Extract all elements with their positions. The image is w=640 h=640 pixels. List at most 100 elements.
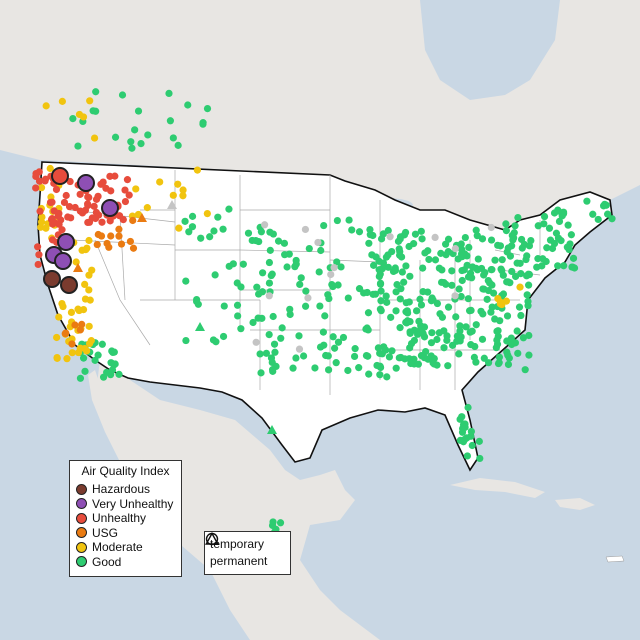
monitor-marker-good[interactable] bbox=[472, 226, 480, 234]
monitor-marker-good[interactable] bbox=[108, 366, 117, 374]
monitor-marker-usg[interactable] bbox=[105, 243, 113, 251]
monitor-marker-good[interactable] bbox=[474, 255, 482, 263]
temporary-monitor-marker[interactable] bbox=[54, 252, 72, 270]
monitor-marker-good[interactable] bbox=[249, 318, 257, 327]
monitor-marker-good[interactable] bbox=[199, 120, 207, 128]
temporary-monitor-marker[interactable] bbox=[43, 270, 61, 288]
monitor-marker-unhealthy[interactable] bbox=[83, 200, 92, 208]
monitor-marker-good[interactable] bbox=[267, 271, 275, 280]
monitor-marker-good[interactable] bbox=[479, 285, 487, 293]
monitor-marker-good[interactable] bbox=[599, 202, 608, 210]
monitor-marker-good[interactable] bbox=[376, 363, 385, 372]
monitor-marker-moderate[interactable] bbox=[76, 344, 84, 352]
monitor-marker-good[interactable] bbox=[365, 239, 373, 247]
monitor-marker-good[interactable] bbox=[422, 347, 430, 356]
monitor-marker-good[interactable] bbox=[181, 217, 189, 225]
monitor-marker-good[interactable] bbox=[364, 326, 372, 334]
monitor-marker-moderate[interactable] bbox=[193, 166, 202, 174]
monitor-marker-moderate[interactable] bbox=[86, 97, 94, 105]
monitor-marker-good[interactable] bbox=[472, 321, 480, 329]
monitor-marker-good[interactable] bbox=[502, 220, 510, 228]
monitor-marker-good[interactable] bbox=[554, 207, 562, 215]
monitor-marker-moderate[interactable] bbox=[174, 180, 182, 188]
monitor-marker-good[interactable] bbox=[131, 126, 139, 134]
monitor-marker-unhealthy[interactable] bbox=[94, 192, 102, 200]
monitor-marker-moderate[interactable] bbox=[74, 305, 82, 313]
monitor-marker-moderate[interactable] bbox=[179, 192, 187, 200]
monitor-marker-good[interactable] bbox=[421, 249, 429, 257]
monitor-marker-good[interactable] bbox=[468, 441, 476, 450]
monitor-marker-good[interactable] bbox=[234, 312, 242, 320]
monitor-marker-good[interactable] bbox=[453, 337, 461, 345]
monitor-marker-good[interactable] bbox=[431, 256, 440, 264]
monitor-marker-good[interactable] bbox=[463, 452, 471, 460]
monitor-marker-good[interactable] bbox=[362, 352, 371, 360]
monitor-marker-good[interactable] bbox=[382, 292, 390, 300]
monitor-marker-unhealthy[interactable] bbox=[34, 260, 42, 269]
monitor-marker-good[interactable] bbox=[203, 104, 212, 113]
monitor-marker-good[interactable] bbox=[292, 354, 300, 362]
monitor-marker-good[interactable] bbox=[315, 268, 323, 276]
monitor-marker-good[interactable] bbox=[255, 290, 263, 298]
monitor-marker-good[interactable] bbox=[398, 268, 406, 276]
monitor-marker-good[interactable] bbox=[348, 226, 356, 234]
monitor-marker-good[interactable] bbox=[319, 328, 327, 336]
monitor-marker-good[interactable] bbox=[428, 294, 436, 302]
monitor-marker-good[interactable] bbox=[444, 362, 452, 370]
monitor-marker-good[interactable] bbox=[305, 244, 313, 253]
monitor-marker-good[interactable] bbox=[444, 303, 453, 311]
monitor-marker-unhealthy[interactable] bbox=[81, 206, 90, 214]
monitor-marker-unhealthy[interactable] bbox=[35, 168, 43, 176]
monitor-marker-good[interactable] bbox=[269, 366, 277, 374]
monitor-marker-good[interactable] bbox=[540, 220, 548, 228]
monitor-marker-good[interactable] bbox=[508, 267, 516, 276]
monitor-marker-good[interactable] bbox=[454, 255, 462, 263]
monitor-marker-unhealthy[interactable] bbox=[123, 176, 132, 184]
monitor-marker-no-data[interactable] bbox=[330, 264, 338, 272]
monitor-marker-usg[interactable] bbox=[78, 320, 86, 328]
permanent-monitor-marker[interactable] bbox=[167, 200, 177, 209]
monitor-marker-moderate[interactable] bbox=[132, 185, 140, 193]
monitor-marker-unhealthy[interactable] bbox=[65, 203, 74, 211]
monitor-marker-moderate[interactable] bbox=[59, 302, 67, 311]
monitor-marker-good[interactable] bbox=[220, 302, 228, 310]
monitor-marker-usg[interactable] bbox=[129, 216, 137, 225]
monitor-marker-unhealthy[interactable] bbox=[33, 243, 42, 251]
monitor-marker-good[interactable] bbox=[438, 278, 446, 286]
monitor-marker-good[interactable] bbox=[289, 364, 297, 372]
monitor-marker-good[interactable] bbox=[366, 226, 374, 234]
monitor-marker-good[interactable] bbox=[435, 264, 443, 272]
monitor-marker-good[interactable] bbox=[525, 331, 533, 340]
monitor-marker-moderate[interactable] bbox=[46, 164, 54, 173]
monitor-marker-good[interactable] bbox=[567, 231, 575, 239]
monitor-marker-good[interactable] bbox=[269, 312, 277, 321]
monitor-marker-good[interactable] bbox=[372, 253, 380, 261]
temporary-monitor-marker[interactable] bbox=[101, 199, 119, 217]
monitor-marker-good[interactable] bbox=[174, 141, 182, 149]
monitor-marker-good[interactable] bbox=[237, 325, 245, 333]
monitor-marker-good[interactable] bbox=[365, 370, 373, 378]
monitor-marker-unhealthy[interactable] bbox=[90, 202, 98, 210]
monitor-marker-moderate[interactable] bbox=[67, 308, 76, 317]
monitor-marker-no-data[interactable] bbox=[301, 225, 310, 234]
monitor-marker-good[interactable] bbox=[265, 331, 273, 339]
monitor-marker-good[interactable] bbox=[513, 327, 521, 335]
monitor-marker-good[interactable] bbox=[456, 322, 464, 330]
monitor-marker-good[interactable] bbox=[589, 210, 597, 218]
monitor-marker-good[interactable] bbox=[81, 367, 89, 375]
monitor-marker-usg[interactable] bbox=[115, 225, 123, 233]
monitor-marker-good[interactable] bbox=[377, 297, 385, 305]
monitor-marker-good[interactable] bbox=[355, 364, 363, 372]
monitor-marker-good[interactable] bbox=[542, 257, 550, 266]
monitor-marker-good[interactable] bbox=[239, 260, 247, 268]
temporary-monitor-marker[interactable] bbox=[60, 276, 78, 294]
monitor-marker-good[interactable] bbox=[406, 272, 414, 280]
monitor-marker-good[interactable] bbox=[608, 215, 616, 223]
monitor-marker-good[interactable] bbox=[392, 307, 400, 315]
monitor-marker-unhealthy[interactable] bbox=[84, 193, 92, 201]
monitor-marker-good[interactable] bbox=[465, 307, 474, 315]
monitor-marker-good[interactable] bbox=[115, 370, 123, 378]
monitor-marker-good[interactable] bbox=[410, 336, 419, 345]
monitor-marker-good[interactable] bbox=[504, 278, 512, 286]
monitor-marker-good[interactable] bbox=[461, 233, 469, 242]
